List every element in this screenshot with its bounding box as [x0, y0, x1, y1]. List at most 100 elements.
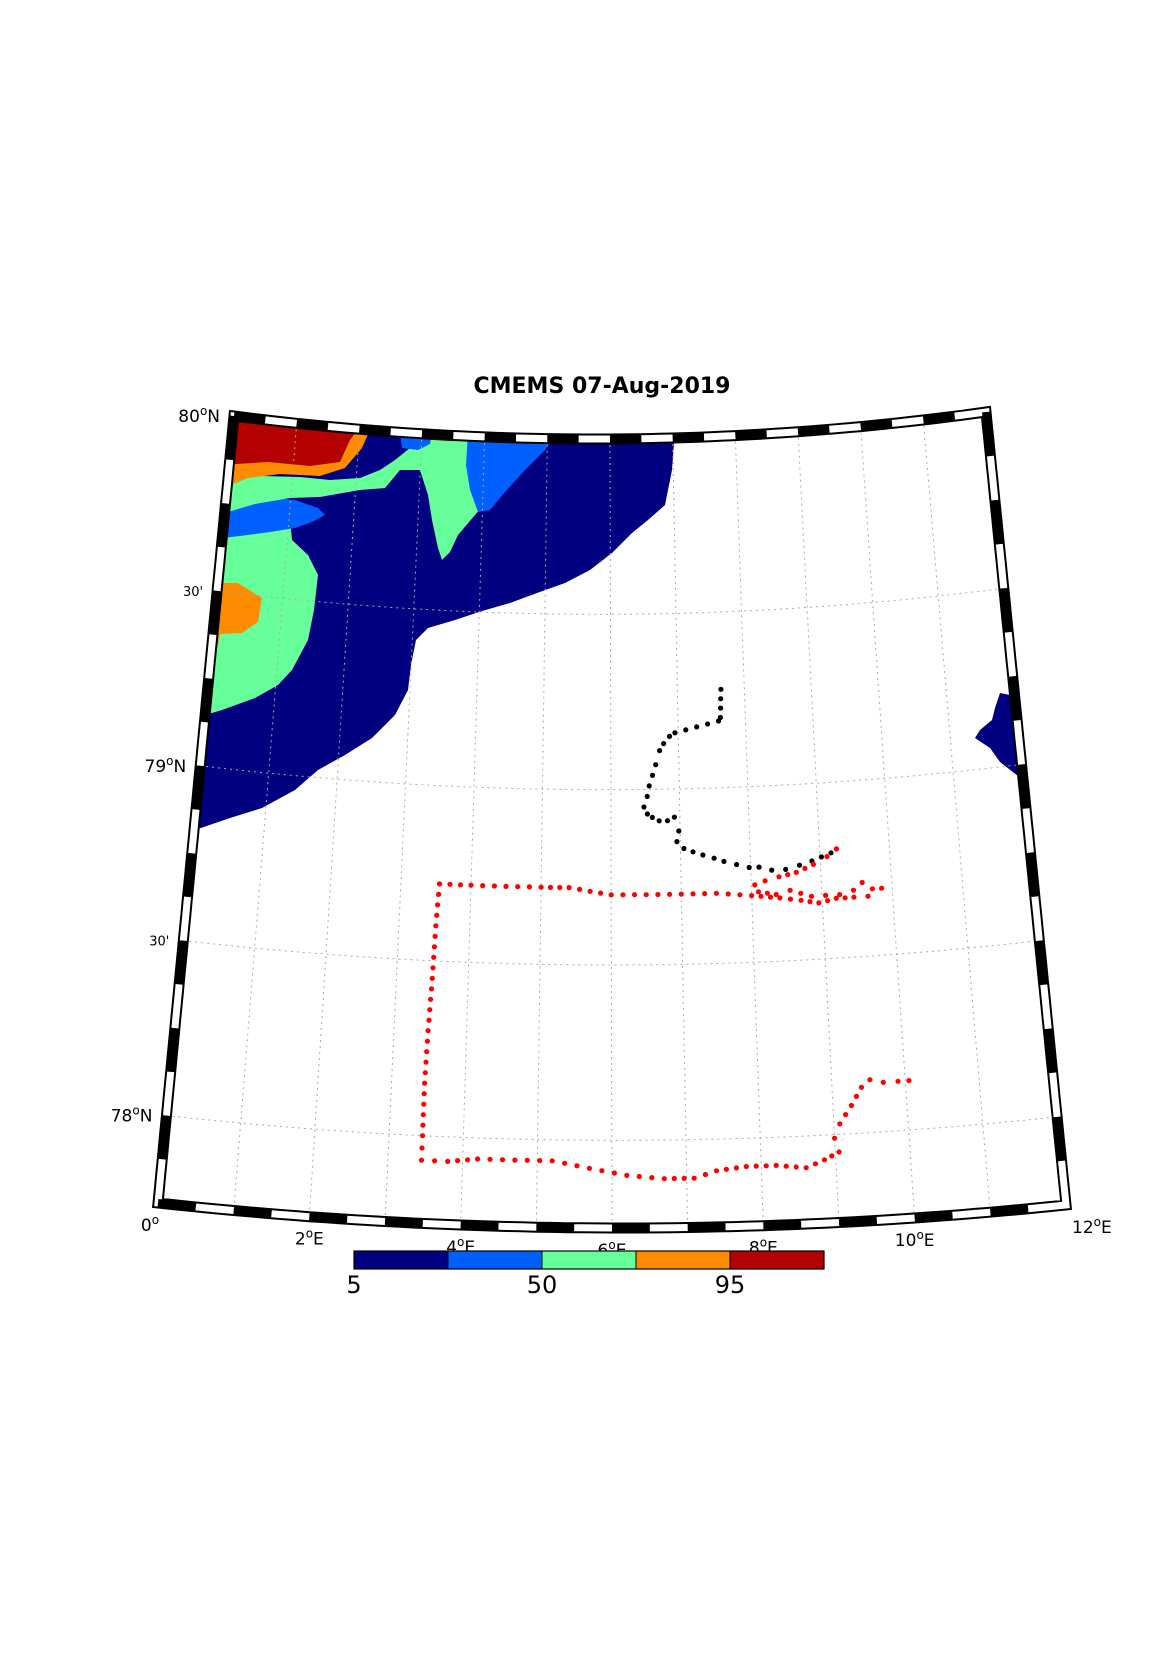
red-track-point	[832, 1135, 838, 1141]
longitude-label: 8oE	[749, 1236, 778, 1259]
frame-segment	[208, 590, 222, 635]
latitude-label: 80oN	[178, 404, 220, 427]
frame-segment	[359, 425, 391, 436]
frame-segment	[1053, 1116, 1066, 1162]
frame-segment	[484, 432, 517, 442]
red-track-point	[599, 1168, 605, 1174]
colorbar-segment	[541, 1250, 637, 1270]
red-track-point	[430, 965, 436, 971]
red-track-point	[723, 1166, 730, 1172]
frame-segment	[1008, 675, 1022, 721]
red-track-point	[880, 1079, 886, 1085]
red-track-point	[823, 892, 829, 899]
red-track-point	[447, 881, 453, 887]
red-track-point	[762, 878, 768, 884]
black-track-point	[711, 855, 717, 861]
red-track-point	[491, 883, 497, 889]
red-track-point	[678, 891, 684, 897]
parallel-line	[200, 763, 1022, 791]
frame-segment	[860, 419, 893, 431]
red-track-point	[465, 1157, 471, 1163]
red-track-point	[427, 1007, 433, 1013]
red-track-point	[574, 1163, 580, 1169]
black-track	[641, 686, 839, 873]
black-track-point	[657, 748, 663, 754]
red-track-point	[713, 1168, 720, 1174]
black-track-point	[661, 741, 667, 747]
map-title: CMEMS 07-Aug-2019	[473, 374, 730, 399]
black-track-point	[828, 850, 834, 856]
black-track-point	[676, 828, 682, 834]
parallel-line	[183, 940, 1040, 966]
red-track-point	[421, 1101, 427, 1107]
red-track-point	[802, 865, 808, 872]
frame-segment	[192, 765, 205, 810]
colorbar-border	[353, 1250, 825, 1270]
red-track-point	[755, 889, 762, 895]
red-track-point	[636, 1173, 642, 1180]
frame-segment	[296, 419, 329, 431]
red-track-point	[562, 1160, 568, 1166]
frame-segment	[200, 677, 213, 723]
red-track-point	[758, 893, 764, 899]
black-track-point	[769, 867, 775, 873]
red-track-point	[436, 891, 442, 898]
red-track-point	[549, 1158, 555, 1164]
frame-segment	[672, 432, 705, 442]
red-track-point	[671, 1175, 677, 1182]
red-track-point	[499, 1157, 506, 1163]
black-track-point	[671, 814, 678, 820]
latitude-label: 30'	[183, 585, 203, 600]
red-track-point	[777, 895, 783, 901]
frame-segment	[158, 1115, 171, 1160]
frame-segment	[838, 1216, 878, 1227]
latitude-label: 78oN	[111, 1104, 153, 1127]
red-track-point	[422, 1070, 428, 1076]
black-track-point	[649, 814, 655, 821]
red-track-point	[833, 846, 840, 852]
red-track-point	[810, 861, 817, 868]
red-track-point	[702, 1171, 709, 1178]
red-track-point	[767, 894, 774, 900]
frame-segment	[157, 1199, 197, 1211]
red-track-point	[752, 882, 758, 888]
red-track-point	[837, 1121, 843, 1127]
red-track-point	[487, 1156, 493, 1162]
red-track-point	[445, 1158, 451, 1164]
red-track-point	[547, 884, 554, 891]
red-track-point	[743, 1163, 749, 1170]
red-track-point	[475, 1156, 481, 1162]
red-track-point	[816, 900, 822, 906]
frame-segment	[384, 1217, 424, 1228]
red-track-point	[869, 886, 876, 892]
black-track-point	[700, 852, 706, 858]
red-track-point	[620, 892, 626, 898]
black-track-point	[746, 864, 752, 871]
red-track-point	[713, 890, 720, 896]
black-track-point	[644, 793, 650, 800]
red-track-point	[773, 891, 779, 898]
frame-segment	[990, 499, 1004, 545]
red-track-point	[432, 1158, 438, 1164]
red-track-point	[803, 1165, 809, 1171]
black-track-point	[683, 727, 689, 733]
black-track-point	[796, 862, 803, 868]
red-track-point	[825, 898, 831, 904]
black-track-point	[653, 762, 659, 768]
red-track-point	[690, 891, 696, 897]
red-track-point	[859, 879, 865, 886]
red-track-point	[763, 1163, 769, 1169]
black-track-point	[718, 686, 724, 692]
red-track-point	[851, 894, 857, 900]
red-track-point	[425, 1028, 431, 1034]
meridian-line	[922, 419, 991, 1213]
red-track-point	[773, 1162, 779, 1168]
red-track-point	[764, 890, 771, 896]
red-track-point	[512, 1157, 518, 1163]
red-track-point	[733, 1165, 740, 1171]
red-track-point	[566, 885, 572, 891]
red-track-point	[776, 874, 782, 880]
black-track-point	[718, 705, 724, 711]
colorbar-segment	[447, 1250, 543, 1270]
